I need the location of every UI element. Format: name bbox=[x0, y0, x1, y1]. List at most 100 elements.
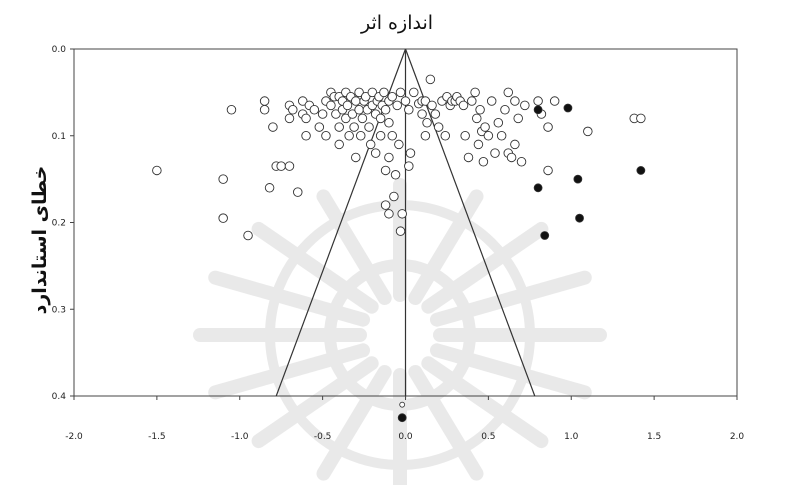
open-data-point bbox=[152, 165, 162, 176]
watermark-ring bbox=[265, 200, 535, 470]
open-data-point bbox=[317, 109, 328, 119]
open-data-point bbox=[379, 87, 389, 98]
data-points bbox=[152, 74, 646, 423]
filled-data-point bbox=[533, 183, 543, 193]
open-data-point bbox=[503, 87, 514, 98]
open-data-point bbox=[367, 87, 378, 98]
open-data-point bbox=[389, 191, 399, 202]
open-data-point bbox=[259, 96, 270, 106]
y-axis-label: خطای استاندارد bbox=[29, 165, 51, 315]
open-data-point bbox=[493, 117, 504, 128]
open-data-point bbox=[226, 104, 237, 115]
open-data-point bbox=[360, 91, 371, 102]
open-data-point bbox=[404, 104, 414, 115]
open-data-point bbox=[355, 130, 366, 141]
open-data-point bbox=[387, 130, 397, 141]
y-tick-label: 0.4 bbox=[52, 392, 67, 402]
open-data-point bbox=[409, 87, 419, 98]
open-data-point bbox=[496, 130, 507, 141]
open-data-point bbox=[533, 96, 543, 106]
filled-data-point bbox=[575, 213, 584, 223]
open-data-point bbox=[276, 161, 286, 171]
open-data-point bbox=[301, 130, 311, 141]
watermark-stroke bbox=[429, 343, 592, 400]
open-data-point bbox=[375, 130, 386, 141]
watermark-stroke bbox=[251, 221, 379, 314]
open-data-point bbox=[475, 104, 485, 115]
open-data-point bbox=[314, 122, 325, 132]
watermark-stroke bbox=[316, 189, 392, 306]
x-tick-label: 1.5 bbox=[647, 432, 661, 442]
y-tick-label: 0.1 bbox=[52, 132, 66, 142]
open-data-point bbox=[384, 209, 394, 219]
filled-data-point bbox=[540, 231, 550, 240]
open-data-point bbox=[354, 87, 364, 98]
open-data-point bbox=[297, 96, 308, 106]
open-data-point bbox=[384, 152, 394, 163]
watermark-stroke bbox=[408, 364, 484, 481]
open-data-point bbox=[288, 104, 298, 115]
open-data-point bbox=[473, 139, 484, 150]
open-data-point bbox=[365, 139, 376, 150]
open-data-point bbox=[354, 104, 364, 115]
open-data-point bbox=[218, 174, 228, 184]
open-data-point bbox=[392, 100, 402, 111]
open-data-point bbox=[506, 152, 517, 163]
open-data-point bbox=[293, 187, 303, 197]
open-data-point bbox=[483, 130, 494, 141]
filled-data-point bbox=[533, 105, 543, 115]
funnel-right-line bbox=[404, 48, 536, 397]
filled-data-point bbox=[397, 413, 407, 423]
watermark-stroke bbox=[208, 270, 371, 327]
open-data-point bbox=[264, 183, 275, 193]
open-data-point bbox=[334, 139, 344, 150]
watermark-stroke bbox=[208, 343, 371, 400]
watermark-stroke bbox=[421, 356, 549, 449]
open-data-point bbox=[375, 113, 386, 124]
open-data-point bbox=[472, 113, 482, 124]
open-data-point bbox=[370, 148, 381, 158]
open-data-point bbox=[583, 126, 593, 137]
open-data-point bbox=[404, 161, 414, 171]
open-data-point bbox=[342, 100, 353, 111]
x-tick-label: -2.0 bbox=[65, 432, 83, 442]
open-data-point bbox=[420, 96, 431, 106]
open-data-point bbox=[516, 157, 527, 167]
open-data-point bbox=[520, 100, 530, 111]
open-data-point bbox=[395, 226, 406, 236]
open-data-point bbox=[543, 122, 553, 132]
open-data-point bbox=[243, 230, 253, 241]
open-data-point bbox=[425, 74, 436, 85]
open-data-point bbox=[268, 122, 278, 132]
open-data-point bbox=[357, 113, 368, 124]
open-data-point bbox=[380, 200, 391, 210]
x-tick-label: -0.5 bbox=[314, 432, 332, 442]
open-data-point bbox=[636, 113, 646, 124]
watermark-stroke bbox=[429, 270, 592, 327]
open-data-point bbox=[284, 161, 295, 171]
open-data-point bbox=[480, 122, 490, 132]
open-data-point bbox=[331, 109, 341, 119]
open-data-point bbox=[349, 122, 359, 132]
open-data-point bbox=[347, 109, 358, 119]
open-data-point bbox=[400, 96, 411, 106]
open-data-point bbox=[394, 139, 404, 150]
open-data-point bbox=[321, 130, 331, 141]
open-data-point bbox=[284, 113, 295, 124]
y-tick-label: 0.0 bbox=[52, 45, 67, 55]
open-data-point bbox=[341, 113, 351, 124]
open-data-point bbox=[420, 130, 431, 141]
open-data-point bbox=[543, 165, 553, 176]
open-data-point bbox=[399, 401, 406, 408]
open-data-point bbox=[351, 96, 361, 106]
open-data-point bbox=[549, 96, 560, 106]
x-tick-label: -1.5 bbox=[148, 432, 166, 442]
y-tick-label: 0.3 bbox=[52, 305, 66, 315]
watermark-stroke bbox=[421, 221, 549, 314]
open-data-point bbox=[417, 109, 427, 119]
filled-data-point bbox=[563, 103, 573, 113]
x-tick-label: 0.5 bbox=[481, 432, 495, 442]
open-data-point bbox=[422, 117, 432, 128]
